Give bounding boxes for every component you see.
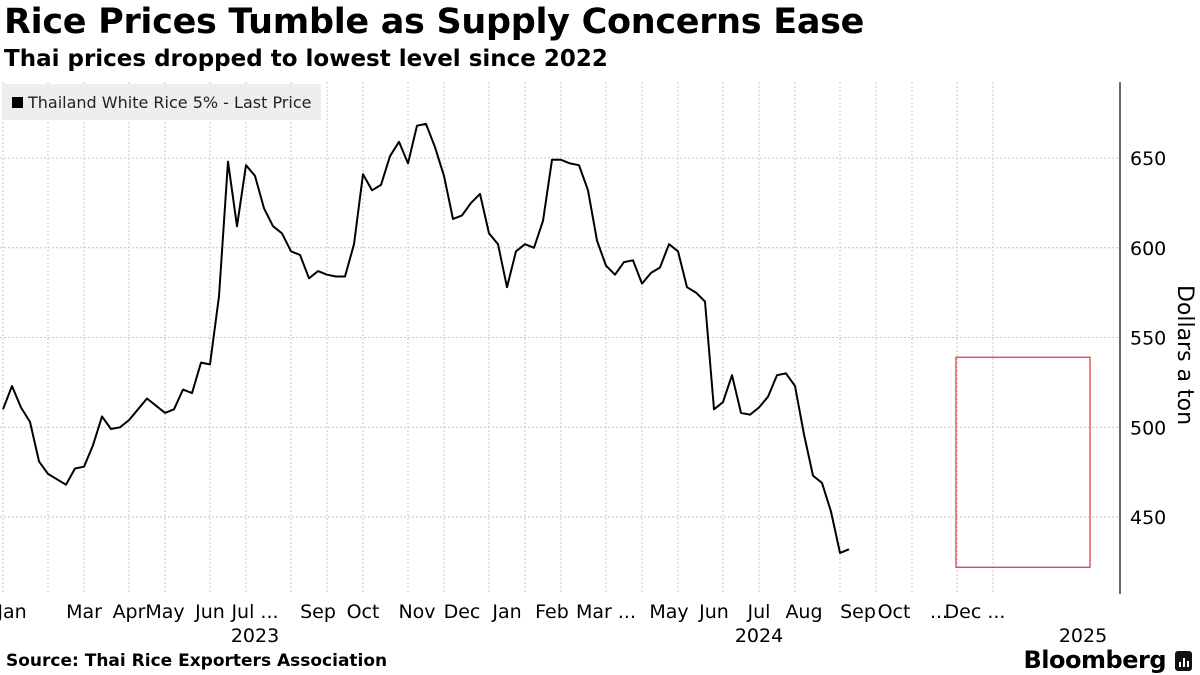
x-tick-label: Nov bbox=[398, 601, 435, 623]
bloomberg-terminal-icon bbox=[1175, 651, 1192, 671]
x-tick-label: Sep bbox=[840, 601, 876, 623]
x-tick-label: Jul bbox=[747, 601, 771, 623]
x-tick-label: Dec ... bbox=[945, 601, 1006, 623]
x-tick-label: Apr bbox=[113, 601, 146, 623]
x-tick-label: Jan bbox=[491, 601, 521, 623]
x-tick-label: Oct bbox=[347, 601, 380, 623]
x-year-label: 2024 bbox=[735, 625, 783, 647]
x-year-label: 2025 bbox=[1059, 625, 1107, 647]
legend: Thailand White Rice 5% - Last Price bbox=[2, 84, 322, 120]
y-tick-label: 450 bbox=[1130, 507, 1166, 529]
x-tick-label: Jul ... bbox=[230, 601, 278, 623]
x-year-label: 2023 bbox=[231, 625, 279, 647]
x-tick-label: Mar bbox=[66, 601, 102, 623]
chart-subtitle: Thai prices dropped to lowest level sinc… bbox=[4, 46, 608, 72]
x-tick-label: Aug bbox=[785, 601, 822, 623]
x-tick-label: Dec bbox=[444, 601, 481, 623]
bloomberg-logo: Bloomberg bbox=[1023, 646, 1167, 674]
x-tick-label: Mar ... bbox=[576, 601, 636, 623]
y-axis-title: Dollars a ton bbox=[1172, 285, 1197, 425]
x-tick-label: Feb bbox=[535, 601, 569, 623]
legend-swatch bbox=[12, 96, 23, 108]
legend-label: Thailand White Rice 5% - Last Price bbox=[28, 92, 312, 112]
x-tick-label: Sep bbox=[300, 601, 336, 623]
x-tick-label: ... bbox=[930, 601, 948, 623]
x-tick-label: May bbox=[649, 601, 688, 623]
highlight-box bbox=[955, 356, 1091, 568]
chart-title: Rice Prices Tumble as Supply Concerns Ea… bbox=[4, 2, 865, 42]
y-tick-label: 500 bbox=[1130, 417, 1166, 439]
x-tick-label: Oct bbox=[878, 601, 911, 623]
series-line-thailand-white-rice bbox=[2, 122, 850, 554]
x-tick-label: Jan bbox=[0, 601, 27, 623]
y-tick-label: 550 bbox=[1130, 328, 1166, 350]
source-note: Source: Thai Rice Exporters Association bbox=[6, 651, 388, 671]
x-tick-label: Jun bbox=[194, 601, 225, 623]
y-tick-label: 650 bbox=[1130, 148, 1166, 170]
x-tick-label: May bbox=[145, 601, 184, 623]
x-tick-label: Jun bbox=[698, 601, 729, 623]
y-tick-label: 600 bbox=[1130, 238, 1166, 260]
